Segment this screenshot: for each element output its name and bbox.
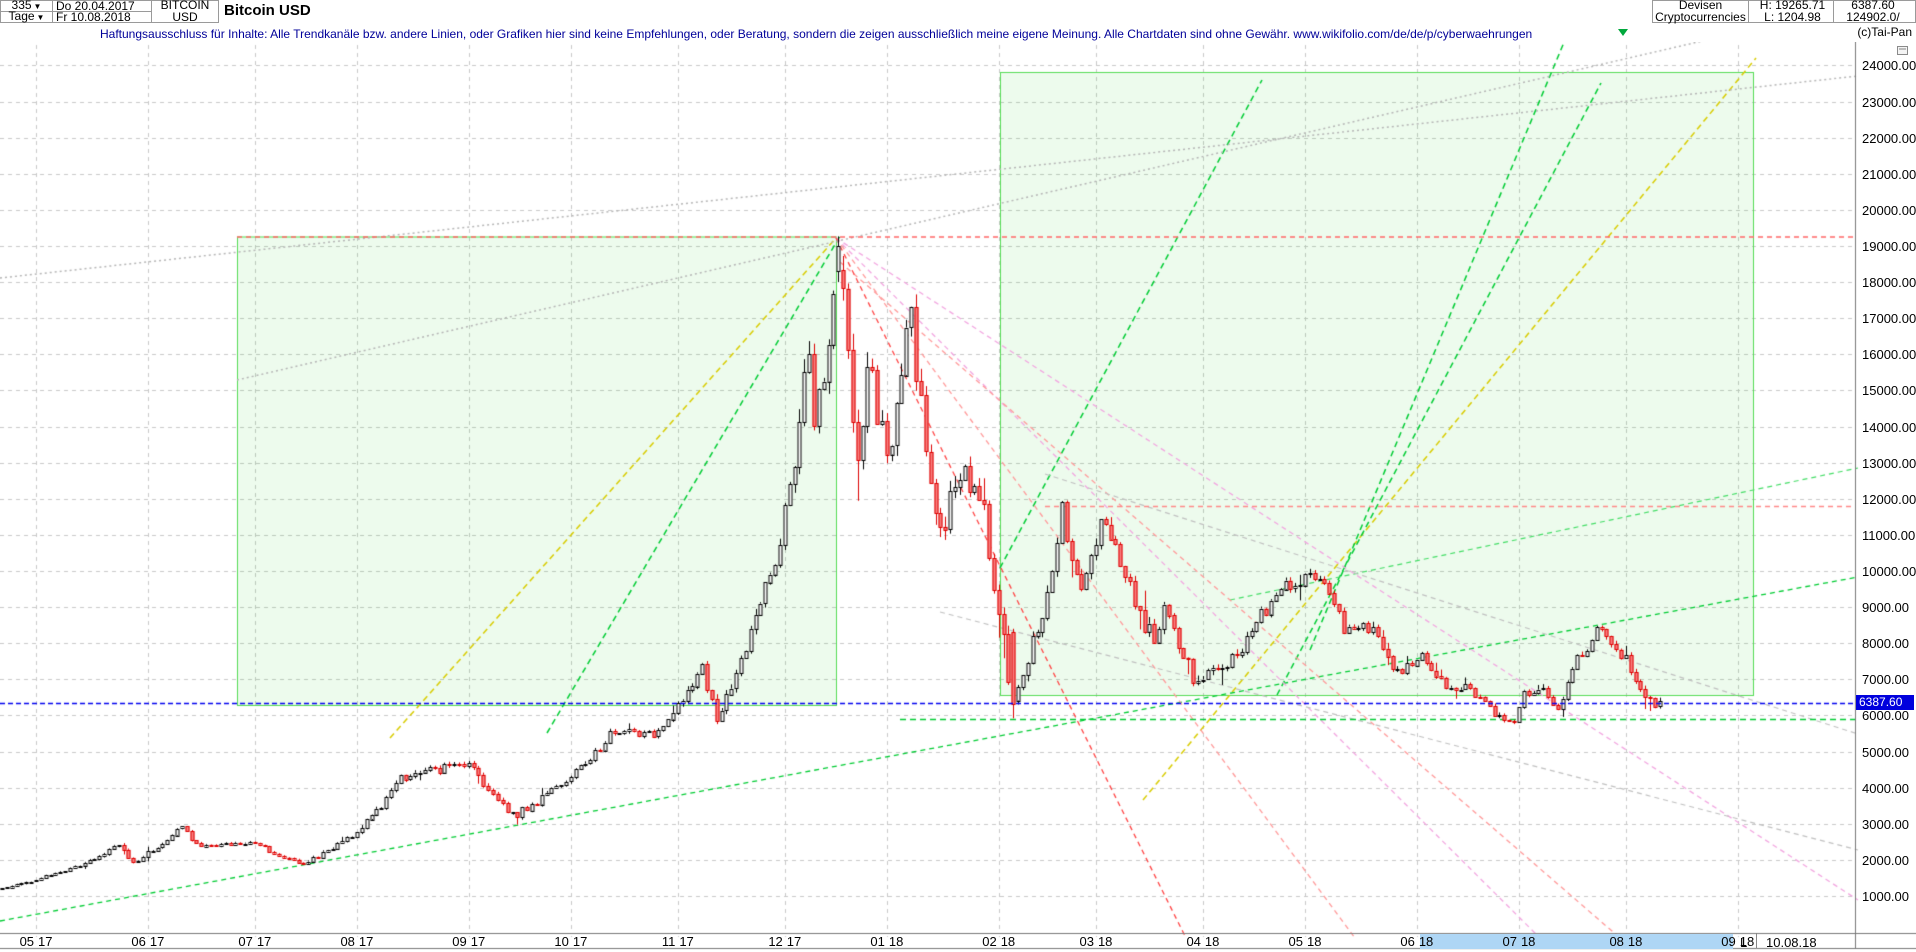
page-title: Bitcoin USD — [224, 2, 311, 19]
price-chart-canvas[interactable] — [0, 42, 1916, 952]
period-value: Tage — [8, 9, 35, 23]
y-axis-label: 20000.00 — [1862, 202, 1916, 218]
y-axis-label: 23000.00 — [1862, 94, 1916, 110]
x-axis-month-label: 05 18 — [1288, 934, 1322, 949]
y-axis-label: 17000.00 — [1862, 311, 1916, 327]
date-to-field[interactable]: Fr 10.08.2018 — [52, 11, 152, 23]
y-axis-label: 8000.00 — [1862, 636, 1909, 652]
symbol-currency: USD — [172, 10, 198, 24]
y-axis-label: 19000.00 — [1862, 239, 1916, 254]
last-volume-cell: 6387.60 124902.0/ — [1833, 0, 1916, 23]
category-cell: Devisen Cryptocurrencies — [1652, 0, 1749, 23]
y-axis-label: 16000.00 — [1862, 347, 1916, 363]
last-price: 6387.60 — [1851, 0, 1895, 12]
restore-window-icon[interactable] — [1897, 46, 1908, 55]
period-high: H: 19265.71 — [1759, 0, 1826, 12]
x-axis-month-label: 06 18 — [1400, 934, 1434, 949]
y-axis-label: 7000.00 — [1862, 672, 1909, 688]
chevron-down-icon: ▼ — [33, 2, 42, 11]
x-axis-month-label: 09 17 — [452, 934, 486, 949]
y-axis-label: 3000.00 — [1862, 816, 1909, 832]
x-axis-month-label: 02 18 — [982, 934, 1016, 949]
divider — [1756, 933, 1757, 948]
last-bar-date: 10.08.18 — [1766, 935, 1817, 950]
x-axis-month-label: 05 17 — [19, 934, 53, 949]
y-axis-label: 2000.00 — [1862, 852, 1909, 868]
y-axis-label: 10000.00 — [1862, 564, 1916, 579]
y-axis-label: 1000.00 — [1862, 888, 1909, 904]
y-axis-label: 11000.00 — [1862, 527, 1916, 543]
symbol-cell: BITCOIN USD — [151, 0, 219, 23]
period-dropdown[interactable]: Tage ▼ — [0, 9, 53, 23]
y-axis-label: 14000.00 — [1862, 419, 1916, 435]
last-bar-marker: L — [1740, 935, 1748, 950]
x-axis-month-label: 04 18 — [1186, 934, 1220, 949]
y-axis-label: 21000.00 — [1862, 166, 1916, 182]
x-axis-month-label: 08 18 — [1609, 934, 1643, 949]
y-axis-label: 13000.00 — [1862, 455, 1916, 471]
disclaimer-text: Haftungsausschluss für Inhalte: Alle Tre… — [100, 27, 1533, 41]
last-price-badge: 6387.60 — [1856, 695, 1914, 710]
x-axis-month-label: 07 17 — [238, 934, 272, 949]
x-axis-month-label: 10 17 — [554, 934, 588, 949]
y-axis-label: 18000.00 — [1862, 275, 1916, 291]
y-axis-label: 24000.00 — [1862, 58, 1916, 74]
y-axis-label: 5000.00 — [1862, 744, 1909, 760]
time-range-selector[interactable] — [1420, 934, 1733, 949]
x-axis-month-label: 01 18 — [870, 934, 904, 949]
x-axis-month-label: 11 17 — [661, 934, 694, 949]
bars-count-value: 335 — [11, 0, 32, 12]
y-axis-label: 4000.00 — [1862, 780, 1909, 796]
x-axis-month-label: 03 18 — [1079, 934, 1113, 949]
y-axis-label: 6000.00 — [1862, 708, 1909, 724]
symbol-name: BITCOIN — [160, 0, 210, 12]
x-axis-month-label: 08 17 — [340, 934, 374, 949]
volume-value: 124902.0/ — [1846, 10, 1900, 24]
y-axis-label: 9000.00 — [1862, 600, 1909, 616]
x-axis-month-label: 06 17 — [131, 934, 165, 949]
period-low: L: 1204.98 — [1764, 10, 1821, 24]
event-triangle-icon — [1618, 29, 1628, 36]
copyright-label: (c)Tai-Pan — [1857, 25, 1912, 39]
chevron-down-icon: ▼ — [36, 13, 45, 22]
y-axis-label: 15000.00 — [1862, 383, 1916, 399]
y-axis-label: 12000.00 — [1862, 491, 1916, 507]
x-axis-month-label: 09 18 — [1721, 934, 1755, 949]
high-low-cell: H: 19265.71 L: 1204.98 — [1748, 0, 1834, 23]
x-axis-month-label: 12 17 — [768, 934, 802, 949]
y-axis-label: 22000.00 — [1862, 130, 1916, 146]
x-axis-month-label: 07 18 — [1502, 934, 1536, 949]
